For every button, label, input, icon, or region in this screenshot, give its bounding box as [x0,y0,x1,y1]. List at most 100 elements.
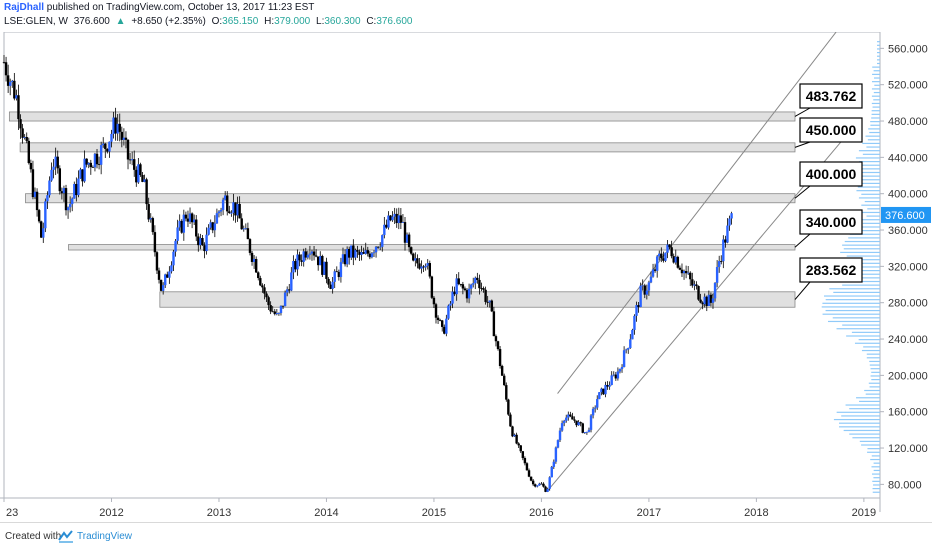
candle-body [618,368,622,372]
candle-body [666,244,669,253]
volume-profile-bar [870,121,880,123]
candle-body [682,271,686,274]
candle-body [236,203,239,216]
volume-profile-bar [843,248,880,250]
candle-body [9,82,12,86]
candle-body [267,297,270,306]
volume-profile-bar [857,186,880,188]
candle-body [430,276,434,298]
candle-body [653,269,657,271]
candle-body [23,136,26,138]
symbol-label[interactable]: LSE:GLEN, W [4,16,68,27]
candle-body [141,175,144,182]
candle-body [155,252,159,271]
volume-profile-bar [871,473,880,475]
author-link[interactable]: RajDhall [4,2,45,13]
candle-body [13,80,16,99]
candle-body [577,422,580,426]
candle-body [283,292,287,307]
volume-profile-bar [853,171,880,174]
tradingview-brand[interactable]: TradingView [77,531,133,542]
candle-body [327,278,330,285]
candle-body [513,434,516,437]
volume-profile-bar [856,397,880,399]
candle-body [554,447,558,462]
candle-body [273,311,276,315]
x-tick-label: 2016 [529,507,553,519]
candle-body [126,139,130,160]
candle-body [432,297,436,305]
candle-body [426,263,429,266]
candle-body [670,247,673,257]
candle-body [724,239,727,243]
candle-body [374,246,378,253]
candle-body [689,272,692,280]
candle-body [323,261,326,275]
volume-profile-bar [874,77,880,79]
volume-profile-bar [851,331,880,333]
candle-body [610,375,613,385]
volume-profile-bar [869,131,880,134]
candle-body [434,304,438,318]
candle-body [304,251,307,258]
callout-pointer [794,107,811,117]
candle-body [85,158,88,165]
volume-profile-bar [846,255,880,257]
candle-body [438,320,442,321]
volume-profile-bar [862,222,880,224]
candle-body [428,263,432,277]
candle-body [511,426,514,437]
candle-body [567,414,570,418]
candle-body [263,287,266,294]
candle-body [387,215,390,228]
candle-body [453,291,456,295]
candle-body [66,207,70,211]
candle-body [4,62,8,76]
candle-body [486,301,489,303]
candle-body [153,232,157,253]
candle-body [726,225,729,243]
volume-profile-bar [825,299,880,301]
price-axis[interactable]: 80.000 120.000 160.000 200.000 240.000 280.00… [880,43,928,491]
y-tick-label: 320.000 [888,261,928,273]
candle-body [540,483,543,485]
candle-body [145,179,148,205]
candle-body [118,123,121,132]
price-chart[interactable]: 483.762 450.000 400.000 340.000 283.562 80.0… [0,32,932,522]
x-tick-label: 2012 [99,507,123,519]
callout-box [799,209,863,235]
volume-profile-bar [872,66,880,68]
y-tick-label: 400.000 [888,189,928,201]
candle-body [383,224,386,236]
volume-profile-bar [856,168,880,170]
candle-body [459,283,463,285]
zone-band [68,244,796,251]
candle-body [161,285,165,291]
candle-body [54,156,57,167]
time-axis[interactable]: 23 2012 2013 2014 2015 2016 2017 2018 2019 [3,498,876,519]
candle-body [378,246,382,248]
candle-body [546,488,549,492]
close-label: C: [366,16,377,27]
candle-body [705,296,708,307]
volume-profile-bar [867,451,880,453]
candle-body [339,262,343,278]
volume-profile-bar [854,175,880,177]
volume-profile-bar [832,317,880,319]
candle-body [490,300,494,312]
y-tick-label: 80.000 [888,479,922,491]
candle-body [637,305,640,308]
candle-body [591,408,595,416]
volume-profile-bar [858,150,880,152]
candle-body [99,145,103,165]
volume-profile-bar [872,488,880,490]
candle-body [310,251,314,254]
volume-profile-bar [874,84,880,86]
candle-body [467,288,471,299]
candle-body [697,286,700,300]
candle-body [612,374,615,376]
candle-body [345,248,349,265]
candle-body [686,272,690,274]
volume-profile-bar [841,415,880,417]
candle-body [556,440,560,448]
